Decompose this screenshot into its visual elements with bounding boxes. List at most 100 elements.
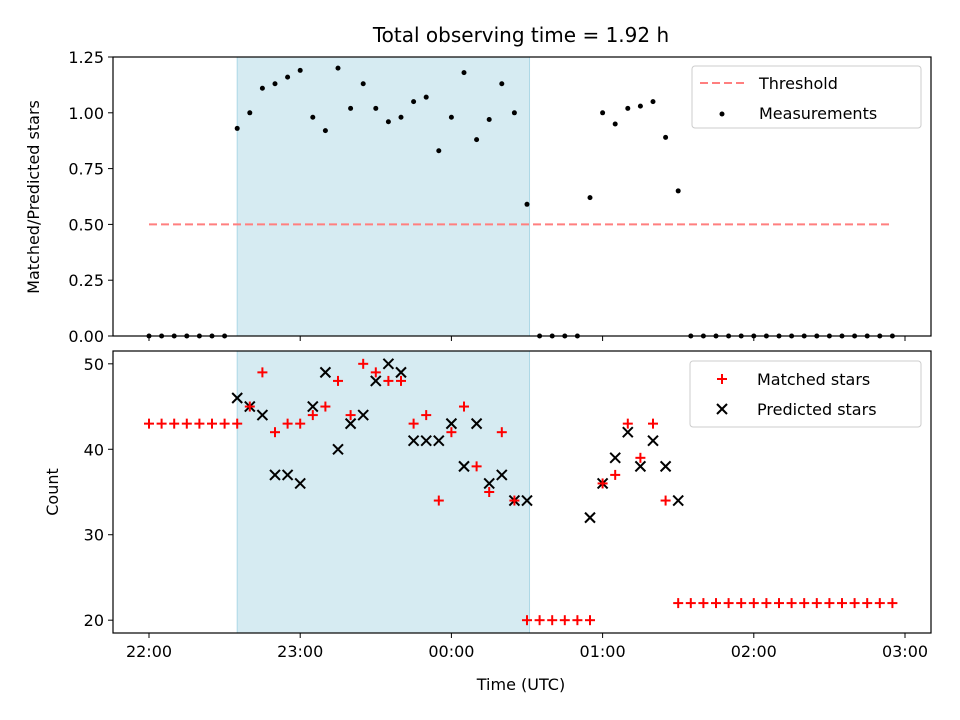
- count-legend-box: [689, 360, 922, 428]
- predicted-star-point: [634, 460, 647, 473]
- x-tick-label: 02:00: [731, 642, 777, 661]
- x-tick-label: 01:00: [580, 642, 626, 661]
- predicted-star-point: [269, 469, 281, 481]
- measurement-point: [360, 81, 366, 87]
- matched-star-point: [585, 615, 595, 626]
- y-tick-label: 20: [84, 611, 104, 630]
- matched-star-point: [522, 615, 532, 626]
- ratio-panel-frame: [112, 56, 932, 337]
- matched-star-point: [673, 598, 684, 609]
- predicted-star-point: [395, 366, 407, 379]
- chart-title: Total observing time = 1.92 h: [372, 23, 669, 47]
- matched-star-point: [622, 418, 633, 429]
- measurement-point: [385, 119, 391, 125]
- matched-star-point: [383, 375, 394, 386]
- x-tick-label: 22:00: [126, 642, 172, 661]
- matched-star-point: [320, 401, 331, 412]
- x-tick-label: 23:00: [277, 642, 323, 661]
- measurement-point: [612, 121, 618, 127]
- measurement-point: [436, 148, 442, 154]
- predicted-star-point: [370, 375, 382, 387]
- measurement-point: [322, 128, 328, 134]
- measurement-point: [247, 110, 253, 116]
- matched-star-point: [194, 418, 205, 429]
- predicted-star-point: [647, 435, 659, 447]
- y-tick-label: 30: [84, 526, 104, 545]
- matched-star-point: [559, 615, 570, 626]
- legend-plus-marker: [717, 374, 727, 384]
- predicted-star-point: [319, 366, 332, 379]
- measurement-point: [587, 195, 593, 201]
- legend-measurements-swatch: [719, 111, 725, 117]
- predicted-star-point: [433, 435, 445, 447]
- matched-star-point: [774, 598, 784, 609]
- matched-star-point: [169, 418, 180, 429]
- y-tick-label: 40: [84, 440, 104, 459]
- matched-star-point: [484, 487, 495, 497]
- predicted-star-point: [357, 409, 369, 421]
- matched-star-point: [786, 598, 797, 609]
- predicted-star-point: [445, 417, 458, 430]
- matched-star-point: [597, 478, 608, 489]
- x-axis-label: Time (UTC): [476, 675, 565, 694]
- predicted-star-point: [231, 392, 243, 404]
- x-tick-label: 03:00: [882, 642, 928, 661]
- matched-star-point: [862, 598, 873, 609]
- x-tick-label: 00:00: [428, 642, 474, 661]
- legend-predicted-label: Predicted stars: [757, 400, 877, 419]
- predicted-star-point: [407, 435, 420, 447]
- measurement-point: [285, 74, 291, 80]
- y-tick-label: 0.75: [68, 160, 104, 179]
- matched-star-point: [685, 598, 696, 609]
- measurement-point: [398, 114, 404, 120]
- matched-star-point: [824, 598, 835, 609]
- matched-star-point: [244, 401, 255, 412]
- matched-star-point: [207, 418, 217, 429]
- y-tick-label: 0.25: [68, 271, 104, 290]
- matched-star-point: [887, 598, 898, 609]
- measurement-point: [625, 105, 631, 111]
- matched-star-point: [509, 495, 520, 506]
- predicted-star-point: [382, 358, 395, 370]
- ratio-legend: Threshold Measurements: [691, 65, 922, 129]
- matched-star-point: [723, 598, 734, 609]
- predicted-star-point: [521, 494, 533, 507]
- measurement-point: [511, 110, 517, 116]
- predicted-star-point: [332, 443, 344, 455]
- measurement-point: [650, 99, 656, 105]
- matched-star-point: [156, 418, 167, 429]
- matched-star-point: [282, 418, 293, 429]
- matched-star-point: [333, 375, 343, 386]
- count-panel-ylabel: Count: [43, 468, 62, 516]
- count-panel-span: [236, 350, 531, 634]
- matched-star-point: [358, 358, 369, 369]
- matched-star-point: [711, 598, 721, 609]
- matched-star-point: [799, 598, 810, 609]
- y-tick-label: 0.00: [68, 327, 104, 346]
- predicted-star-point: [344, 417, 357, 430]
- matched-star-point: [761, 598, 772, 609]
- ratio-legend-box: [691, 65, 922, 129]
- measurement-point: [335, 65, 341, 71]
- measurement-point: [675, 188, 681, 194]
- matched-star-point: [370, 367, 381, 378]
- predicted-star-point: [672, 494, 684, 507]
- count-panel-frame: [112, 350, 932, 634]
- matched-star-point: [433, 495, 444, 506]
- predicted-star-point: [420, 435, 432, 447]
- ratio-panel-ylabel: Matched/Predicted stars: [24, 100, 43, 294]
- matched-star-point: [811, 598, 822, 609]
- predicted-star-point: [294, 477, 306, 490]
- predicted-star-point: [609, 452, 621, 464]
- y-tick-label: 1.00: [68, 104, 104, 123]
- matched-star-point: [748, 598, 759, 609]
- measurement-point: [474, 137, 480, 143]
- measurement-point: [373, 105, 379, 111]
- measurement-point: [272, 81, 278, 87]
- matched-star-point: [547, 615, 558, 626]
- legend-threshold-label: Threshold: [758, 74, 838, 93]
- matched-star-point: [572, 615, 583, 626]
- measurement-point: [259, 85, 265, 91]
